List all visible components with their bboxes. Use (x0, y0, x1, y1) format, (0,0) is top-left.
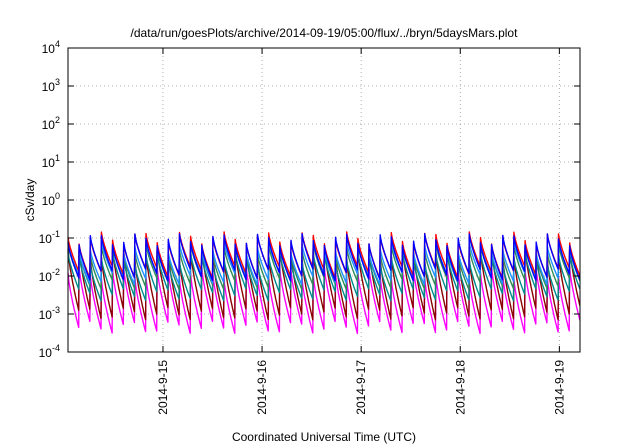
y-tick-label: 10-4 (39, 343, 60, 360)
y-tick-label: 10-2 (39, 267, 60, 284)
x-tick-label: 2014-9-16 (255, 360, 269, 415)
y-tick-label: 103 (42, 77, 60, 94)
y-tick-label: 10-3 (39, 305, 60, 322)
x-axis: 2014-9-15 2014-9-16 2014-9-17 2014-9-18 2014… (156, 48, 566, 415)
series-line (67, 251, 581, 302)
x-tick-label: 2014-9-19 (552, 360, 566, 415)
series-line (67, 266, 581, 335)
y-tick-label: 100 (42, 191, 60, 208)
series-line (67, 233, 581, 282)
chart-title: /data/run/goesPlots/archive/2014-09-19/0… (131, 26, 519, 40)
y-tick-label: 104 (42, 39, 60, 56)
series-group (67, 231, 581, 335)
x-tick-label: 2014-9-18 (453, 360, 467, 415)
x-tick-label: 2014-9-17 (354, 360, 368, 415)
x-tick-label: 2014-9-15 (156, 360, 170, 415)
y-tick-label: 101 (42, 153, 60, 170)
y-tick-label: 10-1 (39, 229, 60, 246)
y-tick-label: 102 (42, 115, 60, 132)
y-axis-label: cSv/day (23, 179, 37, 222)
x-axis-label: Coordinated Universal Time (UTC) (232, 430, 416, 444)
y-axis: 10-4 10-3 10-2 10-1 100 101 102 103 104 (39, 39, 580, 360)
